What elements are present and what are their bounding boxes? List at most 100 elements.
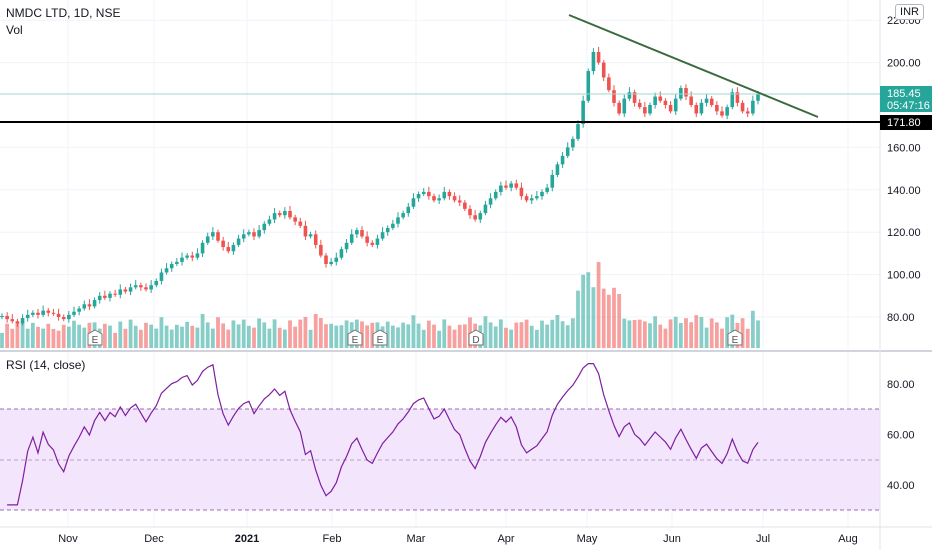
candle-body[interactable] [298,221,303,226]
candle-body[interactable] [601,62,606,78]
event-marker[interactable]: E [87,329,103,346]
currency-label[interactable]: INR [895,4,924,20]
candle-body[interactable] [288,211,292,218]
candle-body[interactable] [529,198,534,201]
candle-body[interactable] [735,92,740,103]
candle-body[interactable] [401,213,405,218]
candle-body[interactable] [15,321,20,324]
candle-body[interactable] [205,236,210,243]
candle-body[interactable] [46,310,51,313]
candle-body[interactable] [540,191,544,197]
candle-body[interactable] [673,98,678,112]
candle-body[interactable] [375,238,380,245]
candle-body[interactable] [745,111,750,114]
candle-body[interactable] [637,102,642,108]
candle-body[interactable] [416,194,421,199]
candle-body[interactable] [684,88,688,97]
candle-body[interactable] [483,204,488,214]
candle-body[interactable] [473,215,477,220]
candle-body[interactable] [679,88,683,99]
candle-body[interactable] [514,183,519,188]
candle-body[interactable] [391,223,395,228]
candle-body[interactable] [25,314,30,319]
candle-body[interactable] [704,98,709,103]
candle-body[interactable] [319,244,323,256]
candle-body[interactable] [200,242,205,254]
candle-body[interactable] [252,232,256,237]
candle-body[interactable] [0,315,4,317]
candle-body[interactable] [493,191,498,199]
candle-body[interactable] [293,217,297,222]
candle-body[interactable] [128,287,133,292]
candle-body[interactable] [504,185,508,188]
candle-body[interactable] [61,317,66,320]
candle-body[interactable] [596,52,601,63]
rsi-label[interactable]: RSI (14, close) [6,358,86,372]
candle-body[interactable] [56,313,61,317]
candle-body[interactable] [648,105,652,114]
candle-body[interactable] [751,100,755,114]
candle-body[interactable] [519,187,524,197]
candle-body[interactable] [576,124,580,139]
candle-body[interactable] [411,198,416,207]
candle-body[interactable] [612,90,616,103]
candle-body[interactable] [488,198,493,205]
candle-body[interactable] [607,77,611,91]
candle-body[interactable] [643,107,647,114]
candle-body[interactable] [581,100,585,125]
candle-body[interactable] [144,287,148,290]
candle-body[interactable] [103,295,107,298]
candle-body[interactable] [617,102,621,114]
candle-body[interactable] [427,191,431,197]
candle-body[interactable] [67,314,71,320]
candle-body[interactable] [442,191,447,199]
candle-body[interactable] [365,236,369,243]
event-marker[interactable]: D [468,329,484,346]
candle-body[interactable] [277,213,282,216]
candle-body[interactable] [247,232,251,235]
candle-body[interactable] [499,185,503,192]
candle-body[interactable] [591,52,596,72]
candle-body[interactable] [36,312,40,315]
candle-body[interactable] [560,155,565,165]
candle-body[interactable] [524,196,529,201]
candle-body[interactable] [82,304,87,309]
candle-body[interactable] [709,98,714,105]
candle-body[interactable] [324,255,328,264]
candle-body[interactable] [715,105,719,112]
candle-body[interactable] [139,285,143,288]
candle-body[interactable] [571,138,575,148]
event-marker[interactable]: E [347,329,363,346]
candle-body[interactable] [432,196,436,201]
event-marker[interactable]: E [727,329,743,346]
volume-label[interactable]: Vol [6,23,23,37]
candle-body[interactable] [478,213,483,220]
candle-body[interactable] [421,191,426,195]
candle-body[interactable] [730,92,735,108]
candle-body[interactable] [694,105,699,114]
event-marker[interactable]: E [372,329,388,346]
candle-body[interactable] [262,223,267,231]
candle-body[interactable] [586,71,591,101]
candle-body[interactable] [31,312,35,315]
candle-body[interactable] [41,310,45,315]
candle-body[interactable] [344,242,349,250]
candle-body[interactable] [380,232,385,239]
candle-body[interactable] [349,234,354,243]
candle-body[interactable] [308,234,313,237]
candle-body[interactable] [468,208,472,216]
candle-body[interactable] [509,183,513,188]
candle-body[interactable] [118,289,123,295]
candle-body[interactable] [627,92,632,99]
candle-body[interactable] [87,304,92,307]
candle-body[interactable] [689,96,693,105]
candle-body[interactable] [159,272,164,281]
candle-body[interactable] [180,257,184,262]
candle-body[interactable] [190,255,195,258]
candle-body[interactable] [355,230,359,235]
candle-body[interactable] [236,238,241,245]
candle-body[interactable] [545,187,549,192]
candle-body[interactable] [463,202,467,209]
candle-body[interactable] [97,295,102,301]
candle-body[interactable] [154,280,159,286]
